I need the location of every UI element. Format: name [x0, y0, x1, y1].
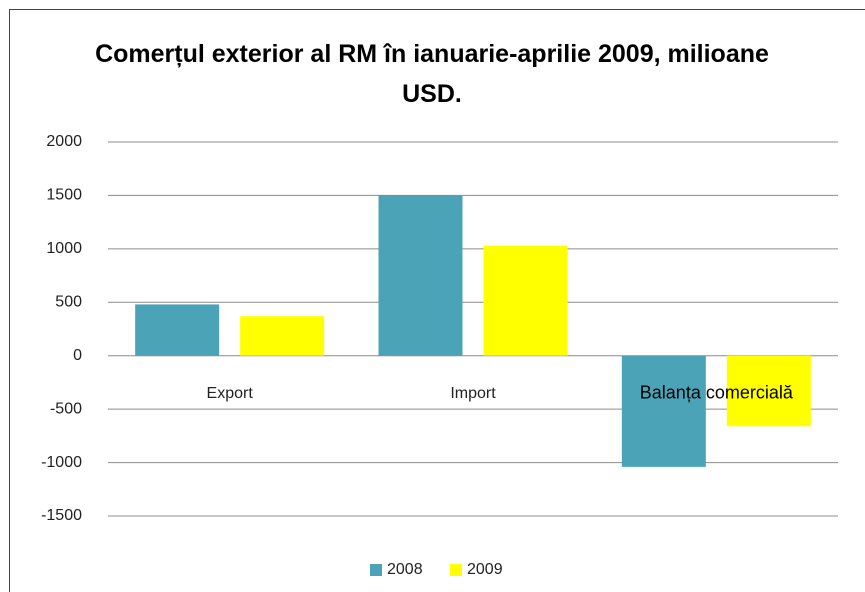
bar: [621, 355, 706, 467]
chart-border: [9, 9, 865, 592]
legend-swatch: [370, 564, 382, 576]
y-tick-label: -500: [50, 400, 82, 417]
legend-label: 2008: [387, 561, 423, 578]
y-tick-label: -1000: [41, 454, 82, 471]
legend-label: 2009: [467, 561, 503, 578]
y-tick-label: -1500: [41, 507, 82, 524]
x-tick-label: Import: [450, 385, 496, 402]
y-tick-label: 1000: [46, 240, 82, 257]
y-tick-label: 0: [73, 347, 82, 364]
bar: [726, 355, 811, 427]
bar: [483, 245, 568, 356]
y-tick-label: 500: [55, 294, 82, 311]
legend-swatch: [450, 564, 462, 576]
bar: [378, 195, 463, 356]
bar: [135, 304, 220, 356]
chart-title: Comerțul exterior al RM în ianuarie-apri…: [95, 40, 769, 108]
y-tick-label: 2000: [46, 133, 82, 150]
bar: [240, 316, 325, 356]
x-tick-label: Balanța comercială: [640, 382, 794, 402]
x-tick-label: Export: [207, 385, 254, 402]
y-tick-label: 1500: [46, 187, 82, 204]
